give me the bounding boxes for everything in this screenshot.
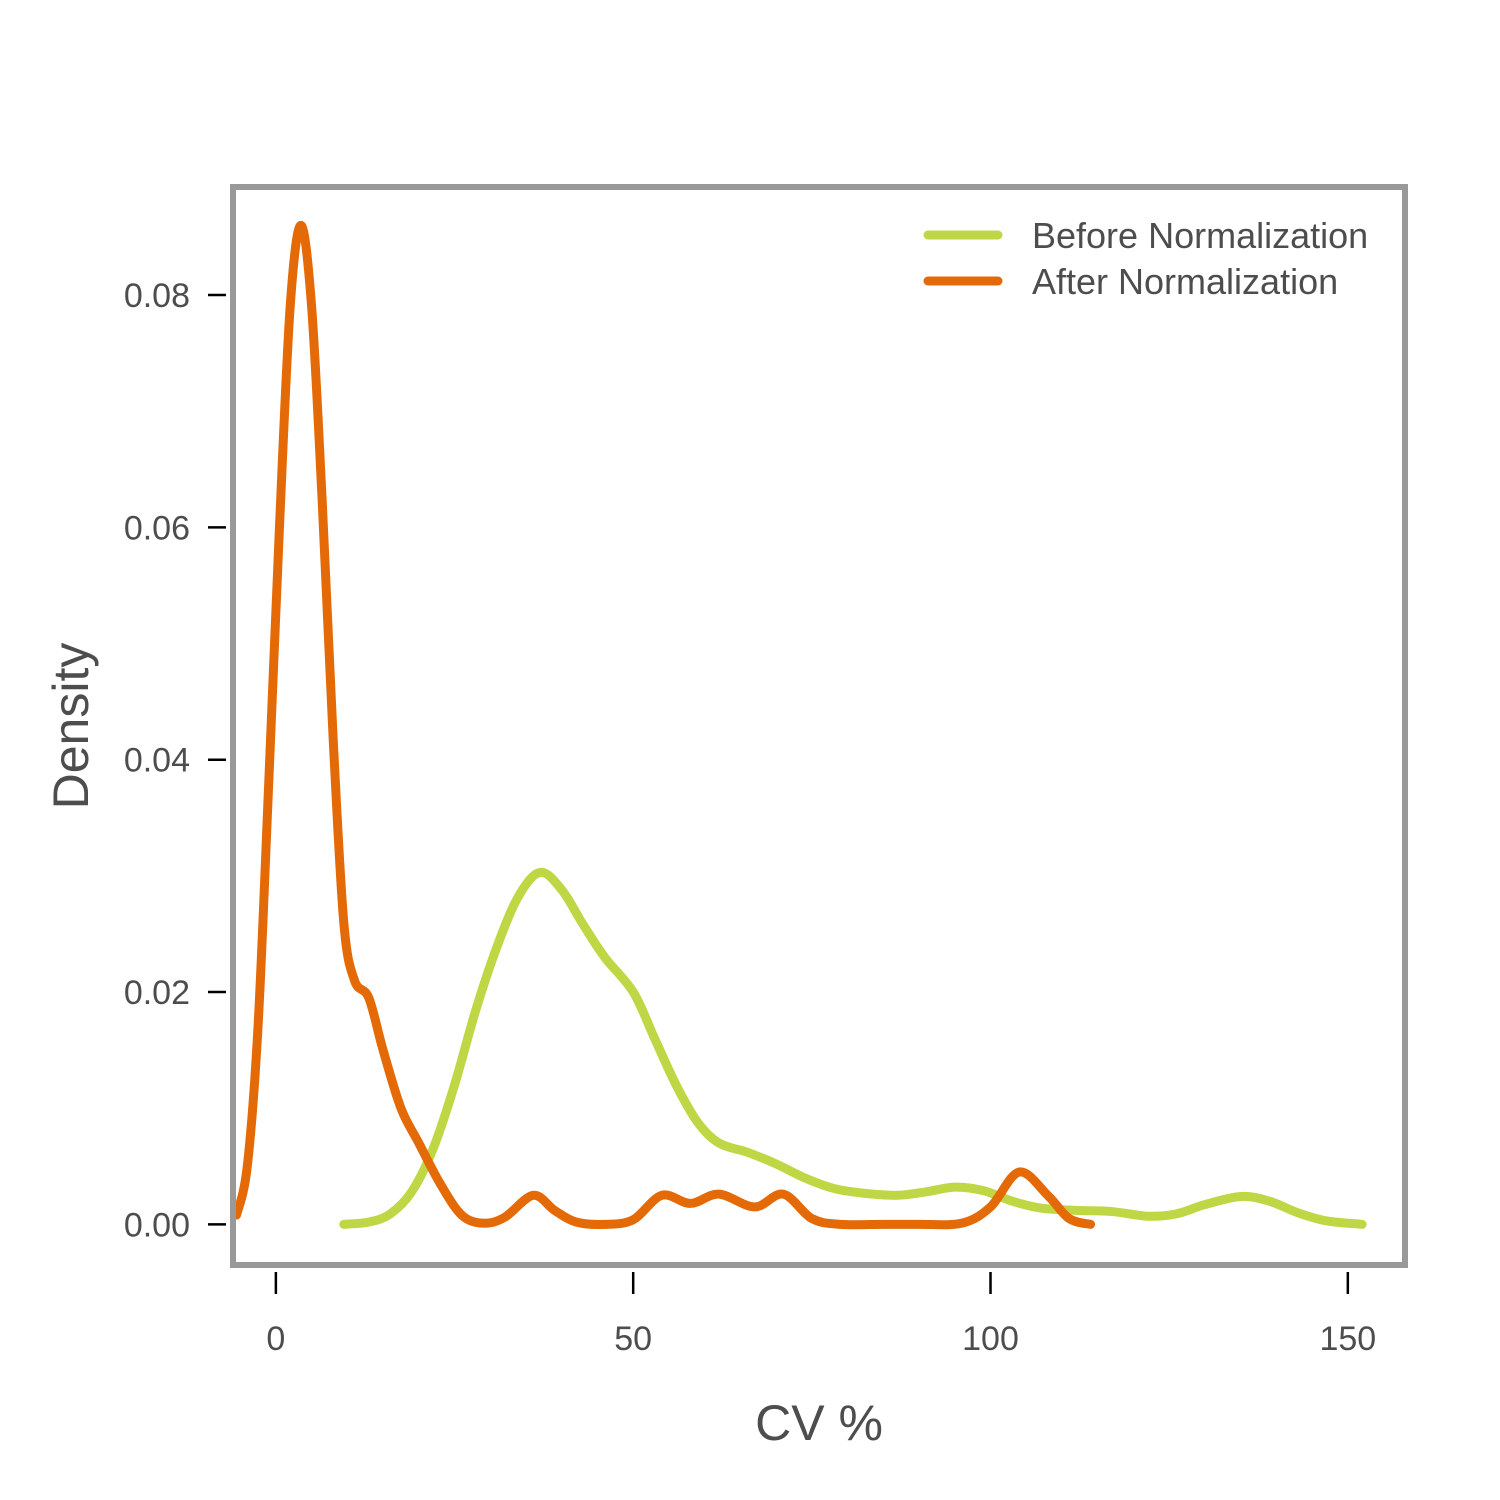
- y-tick-label: 0.08: [124, 277, 190, 315]
- series-line-after-normalization: [232, 220, 1096, 1230]
- y-tick-label: 0.06: [124, 509, 190, 547]
- x-tick-label: 150: [1319, 1320, 1376, 1358]
- y-tick-label: 0.04: [124, 742, 190, 780]
- x-tick-label: 0: [266, 1320, 285, 1358]
- x-axis-title: CV %: [755, 1395, 883, 1451]
- x-tick-label: 50: [614, 1320, 652, 1358]
- legend: Before Normalization After Normalization: [923, 215, 1368, 302]
- plot-frame: [230, 184, 1408, 1268]
- y-tick-label: 0.02: [124, 974, 190, 1012]
- legend-label: After Normalization: [1032, 261, 1338, 302]
- axes: 0 50 100 150 0.00 0.02 0.04 0.06 0.08: [124, 277, 1376, 1358]
- y-axis-title: Density: [43, 643, 99, 810]
- x-tick-label: 100: [962, 1320, 1019, 1358]
- y-tick-label: 0.00: [124, 1206, 190, 1244]
- series-line-before-normalization: [339, 867, 1367, 1229]
- legend-label: Before Normalization: [1032, 215, 1368, 256]
- series-layer: [232, 220, 1367, 1230]
